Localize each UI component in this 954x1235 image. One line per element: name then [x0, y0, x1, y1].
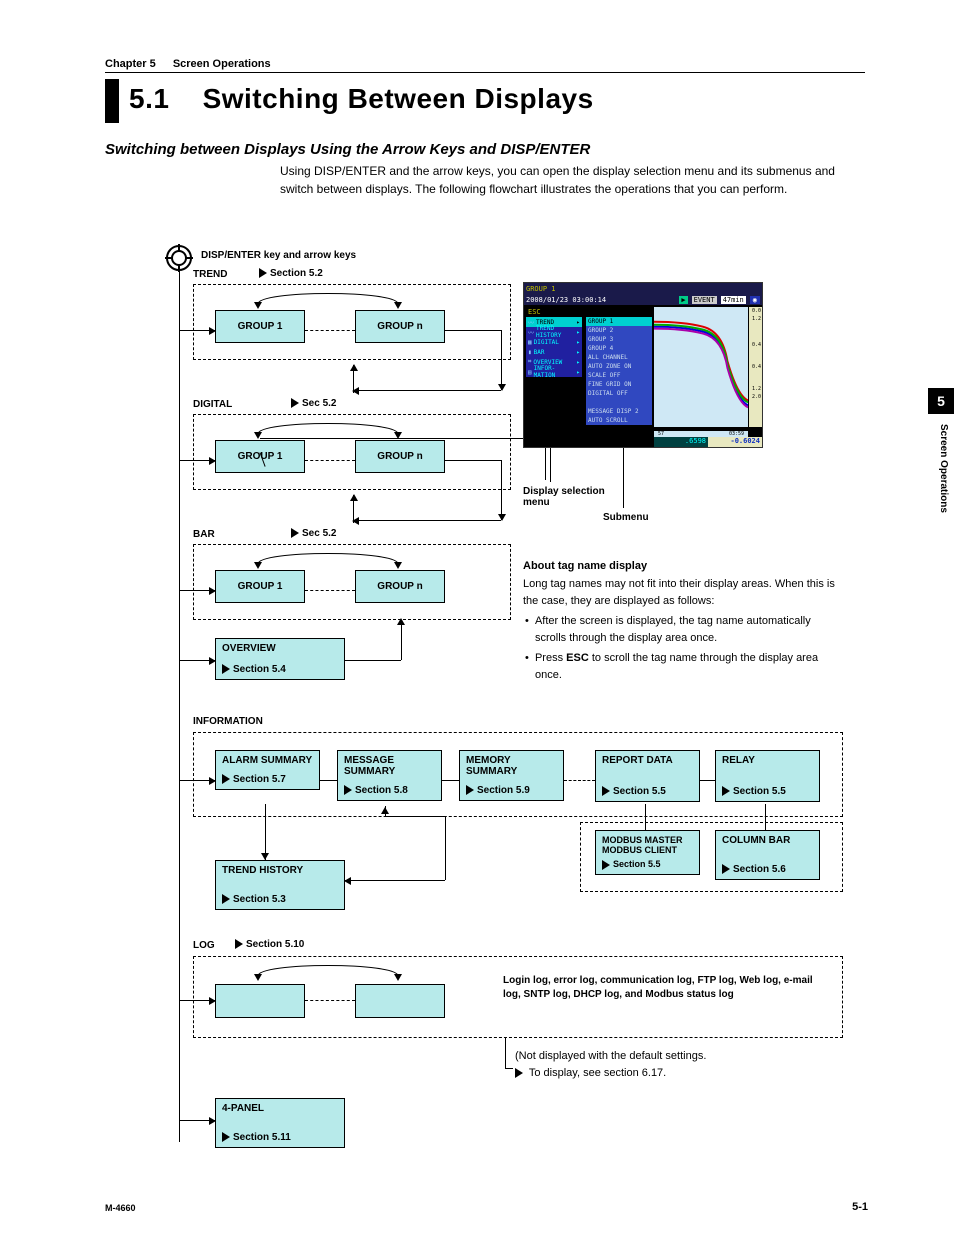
bar-gn: GROUP n — [355, 570, 445, 603]
log-label: LOG — [193, 940, 215, 951]
trend-gn: GROUP n — [355, 310, 445, 343]
running-header: Chapter 5 Screen Operations — [105, 58, 865, 73]
menu-item: ▤INFOR-MATION▸ — [526, 367, 582, 377]
log-note: (Not displayed with the default settings… — [515, 1048, 706, 1081]
trend-g1: GROUP 1 — [215, 310, 305, 343]
page-title: 5.1 Switching Between Displays — [129, 79, 594, 123]
section-title: Switching Between Displays — [203, 83, 594, 114]
log-desc: Login log, error log, communication log,… — [503, 974, 823, 1002]
menu-item: 〰TREND HISTORY▸ — [526, 327, 582, 337]
chapter-number: Chapter 5 — [105, 58, 156, 70]
record-icon: ▶ — [679, 296, 687, 304]
callout-submenu: Submenu — [603, 512, 649, 523]
intro-paragraph: Using DISP/ENTER and the arrow keys, you… — [280, 162, 865, 198]
subheading: Switching between Displays Using the Arr… — [105, 141, 865, 158]
trend-ref: Section 5.2 — [259, 268, 323, 279]
overview-box: OVERVIEW Section 5.4 — [215, 638, 345, 680]
footer-doc-id: M-4660 — [105, 1203, 136, 1213]
memory-box: MEMORY SUMMARY Section 5.9 — [459, 750, 564, 801]
panel4-box: 4-PANEL Section 5.11 — [215, 1098, 345, 1148]
callout-display-menu: Display selection menu — [523, 486, 623, 508]
information-label: INFORMATION — [193, 716, 263, 727]
relay-box: RELAY Section 5.5 — [715, 750, 820, 802]
camera-icon: ◉ — [750, 296, 760, 304]
trend-label: TREND — [193, 269, 227, 280]
submenu-item: DIGITAL OFF — [586, 389, 652, 398]
modbus-box: MODBUS MASTER MODBUS CLIENT Section 5.5 — [595, 830, 700, 875]
submenu-item: ALL CHANNEL — [586, 353, 652, 362]
menu-item: ▦DIGITAL▸ — [526, 337, 582, 347]
digital-ref: Sec 5.2 — [291, 398, 336, 409]
submenu-item: GROUP 3 — [586, 335, 652, 344]
submenu-item — [586, 398, 652, 407]
digital-gn: GROUP n — [355, 440, 445, 473]
value-2: -0.6024 — [708, 437, 762, 447]
about-note: About tag name display Long tag names ma… — [523, 560, 843, 683]
flowchart: DISP/ENTER key and arrow keys TREND Sect… — [105, 240, 865, 1180]
digital-label: DIGITAL — [193, 399, 232, 410]
bar-g1: GROUP 1 — [215, 570, 305, 603]
nav-ring-icon — [165, 244, 193, 272]
submenu-item: AUTO ZONE ON — [586, 362, 652, 371]
menu-item: ▮BAR▸ — [526, 347, 582, 357]
display-screenshot: GROUP 1 2008/01/23 03:00:14 ▶ EVENT 47mi… — [523, 282, 763, 448]
footer-page: 5-1 — [852, 1201, 868, 1213]
chapter-tab: 5 — [928, 388, 954, 414]
bar-ref: Sec 5.2 — [291, 528, 336, 539]
root-label: DISP/ENTER key and arrow keys — [201, 250, 356, 261]
submenu-item: MESSAGE DISP 2 — [586, 407, 652, 416]
report-box: REPORT DATA Section 5.5 — [595, 750, 700, 802]
spine — [179, 272, 180, 1142]
submenu-item: GROUP 4 — [586, 344, 652, 353]
log-ref: Section 5.10 — [235, 939, 304, 950]
submenu-item: AUTO SCROLL — [586, 416, 652, 425]
trendhist-box: TREND HISTORY Section 5.3 — [215, 860, 345, 910]
submenu-item: GROUP 2 — [586, 326, 652, 335]
value-1: .6598 — [654, 437, 708, 447]
chapter-title: Screen Operations — [173, 58, 271, 70]
message-box: MESSAGE SUMMARY Section 5.8 — [337, 750, 442, 801]
submenu-item: SCALE OFF — [586, 371, 652, 380]
column-box: COLUMN BAR Section 5.6 — [715, 830, 820, 880]
alarm-box: ALARM SUMMARY Section 5.7 — [215, 750, 320, 790]
bar-label: BAR — [193, 529, 215, 540]
section-number: 5.1 — [129, 83, 169, 114]
submenu-item: GROUP 1 — [586, 317, 652, 326]
chapter-tab-label: Screen Operations — [938, 424, 949, 513]
submenu-item: FINE GRID ON — [586, 380, 652, 389]
title-accent-bar — [105, 79, 119, 123]
